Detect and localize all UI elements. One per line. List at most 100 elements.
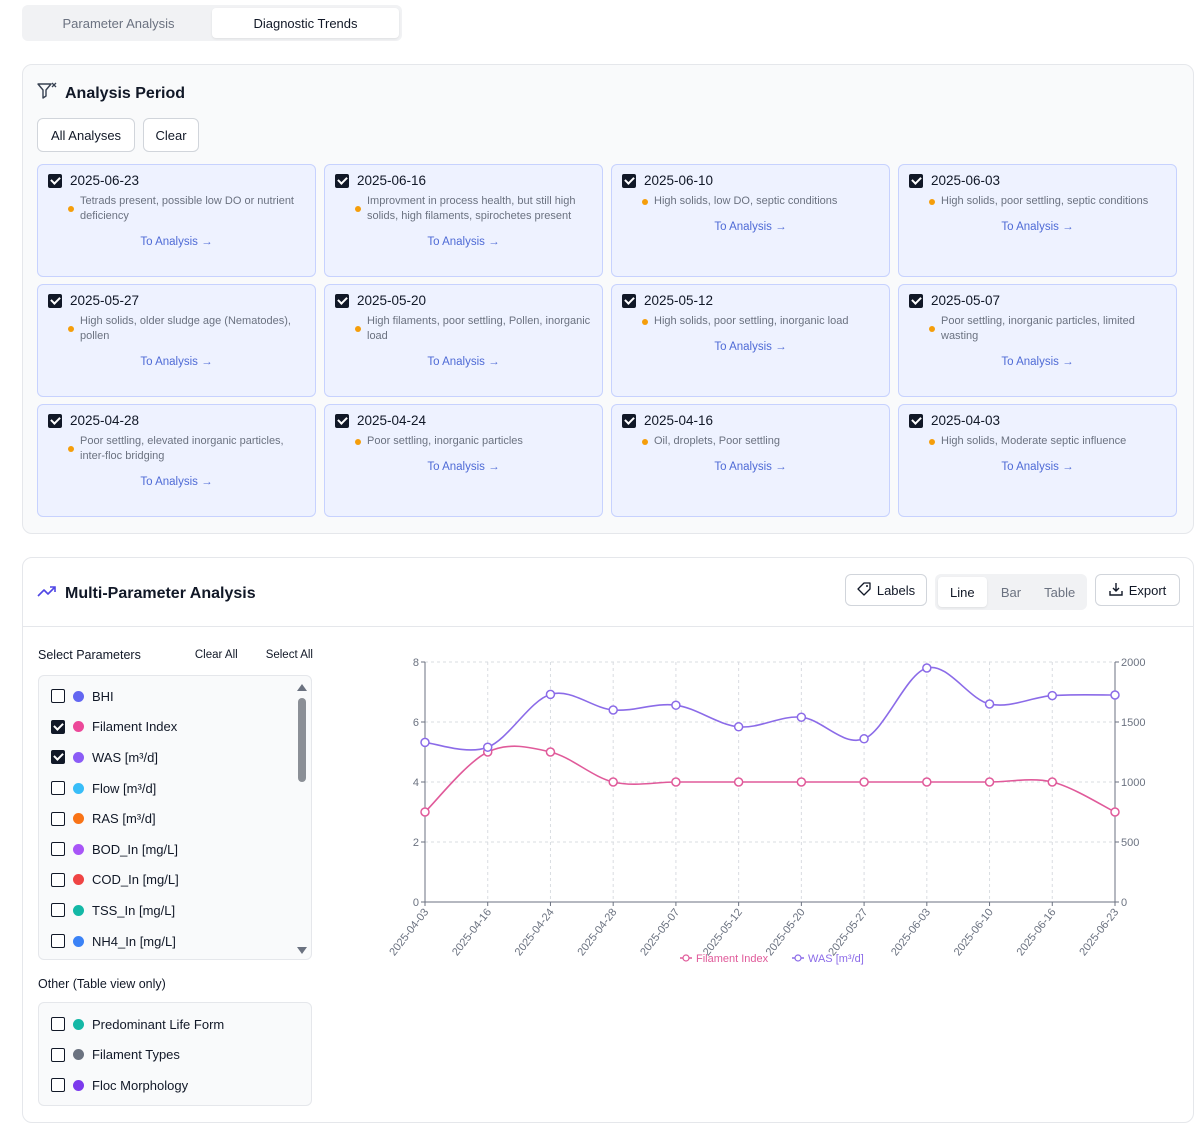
analysis-card: 2025-04-24 Poor settling, inorganic parti… xyxy=(324,404,603,517)
analysis-checkbox[interactable] xyxy=(909,293,923,308)
all-analyses-button[interactable]: All Analyses xyxy=(37,118,135,152)
parameter-row[interactable]: Flow [m³/d] xyxy=(39,773,311,804)
view-table[interactable]: Table xyxy=(1044,584,1076,600)
analysis-card-header: 2025-04-16 xyxy=(622,413,879,428)
analysis-card: 2025-04-28 Poor settling, elevated inorga… xyxy=(37,404,316,517)
data-point xyxy=(671,700,681,710)
labels-button[interactable]: Labels xyxy=(845,574,927,606)
analysis-checkbox[interactable] xyxy=(48,293,62,308)
parameter-checkbox[interactable] xyxy=(51,811,65,826)
analysis-card-header: 2025-06-16 xyxy=(335,173,592,188)
parameter-row[interactable]: WAS [m³/d] xyxy=(39,742,311,773)
analysis-note: High solids, poor settling, inorganic lo… xyxy=(622,314,879,329)
parameter-list: BHI Filament Index WAS [m³/d] Flow [m³/d] RA… xyxy=(38,675,312,960)
parameter-checkbox[interactable] xyxy=(51,1017,65,1032)
to-analysis-link[interactable]: To Analysis → xyxy=(427,356,500,368)
clear-all-button[interactable]: Clear All xyxy=(194,649,238,661)
parameter-label: BOD_In [mg/L] xyxy=(92,841,178,857)
to-analysis-link[interactable]: To Analysis → xyxy=(714,341,787,353)
parameter-label: WAS [m³/d] xyxy=(92,749,158,765)
parameter-checkbox[interactable] xyxy=(51,842,65,857)
other-parameters-title: Other (Table view only) xyxy=(38,977,166,991)
analysis-card-header: 2025-06-23 xyxy=(48,173,305,188)
legend-marker xyxy=(794,954,802,962)
data-point xyxy=(859,777,869,787)
analysis-note-text: Poor settling, elevated inorganic partic… xyxy=(80,435,284,462)
to-analysis-link[interactable]: To Analysis → xyxy=(714,461,787,473)
parameter-row[interactable]: Floc Morphology xyxy=(39,1070,311,1101)
analysis-checkbox[interactable] xyxy=(622,413,636,428)
to-analysis-link[interactable]: To Analysis → xyxy=(1001,461,1074,473)
view-bar[interactable]: Bar xyxy=(1000,584,1022,600)
scroll-up-icon[interactable] xyxy=(297,684,307,691)
to-analysis-link[interactable]: To Analysis → xyxy=(140,476,213,488)
download-icon xyxy=(1109,582,1123,599)
parameter-checkbox[interactable] xyxy=(51,872,65,887)
analysis-checkbox[interactable] xyxy=(622,293,636,308)
parameter-checkbox[interactable] xyxy=(51,903,65,918)
multi-parameter-chart: 0 2 4 6 8 0 500 1000 1500 2000 2025-04-03 2025-04-1… xyxy=(363,650,1163,980)
to-analysis-link[interactable]: To Analysis → xyxy=(1001,356,1074,368)
analysis-checkbox[interactable] xyxy=(48,173,62,188)
x-tick-label: 2025-06-10 xyxy=(952,906,996,958)
export-button[interactable]: Export xyxy=(1095,574,1180,606)
parameter-color-dot xyxy=(73,1049,84,1061)
to-analysis-link[interactable]: To Analysis → xyxy=(714,221,787,233)
analysis-note: Poor settling, elevated inorganic partic… xyxy=(48,434,305,464)
select-all-button[interactable]: Select All xyxy=(265,649,313,661)
right-tick-label: 2000 xyxy=(1121,657,1145,669)
parameter-row[interactable]: COD_In [mg/L] xyxy=(39,865,311,896)
parameter-checkbox[interactable] xyxy=(51,781,65,796)
analysis-date: 2025-05-07 xyxy=(931,293,1001,308)
analysis-checkbox[interactable] xyxy=(335,173,349,188)
analysis-checkbox[interactable] xyxy=(909,173,923,188)
status-dot-icon xyxy=(642,438,648,445)
left-tick-label: 4 xyxy=(413,777,419,789)
x-tick-label: 2025-04-24 xyxy=(513,906,557,958)
parameter-checkbox[interactable] xyxy=(51,1078,65,1093)
data-point xyxy=(1047,777,1058,787)
line-chart-svg: 0 2 4 6 8 0 500 1000 1500 2000 2025-04-03 2025-04-1… xyxy=(387,657,1145,965)
parameter-list-scrollbar[interactable] xyxy=(297,684,307,954)
analysis-date: 2025-05-27 xyxy=(70,293,140,308)
to-analysis-link[interactable]: To Analysis → xyxy=(427,461,500,473)
parameter-row[interactable]: BOD_In [mg/L] xyxy=(39,834,311,865)
tab-diagnostic-trends[interactable]: Diagnostic Trends xyxy=(212,8,399,38)
legend-marker xyxy=(682,954,690,962)
parameter-row[interactable]: TSS_In [mg/L] xyxy=(39,895,311,926)
parameter-label: RAS [m³/d] xyxy=(92,811,156,827)
analysis-checkbox[interactable] xyxy=(48,413,62,428)
analysis-date: 2025-04-16 xyxy=(644,413,714,428)
parameter-checkbox[interactable] xyxy=(51,719,65,734)
to-analysis-link[interactable]: To Analysis → xyxy=(1001,221,1074,233)
parameter-row[interactable]: Predominant Life Form xyxy=(39,1009,311,1040)
view-line[interactable]: Line xyxy=(938,577,987,607)
analysis-note: Tetrads present, possible low DO or nutr… xyxy=(48,194,305,224)
to-analysis-link[interactable]: To Analysis → xyxy=(427,236,500,248)
parameter-checkbox[interactable] xyxy=(51,934,65,949)
scroll-thumb[interactable] xyxy=(298,698,306,782)
analysis-checkbox[interactable] xyxy=(909,413,923,428)
analysis-checkbox[interactable] xyxy=(335,413,349,428)
legend-label: WAS [m³/d] xyxy=(808,953,864,965)
parameter-checkbox[interactable] xyxy=(51,689,65,704)
to-analysis-link[interactable]: To Analysis → xyxy=(140,236,213,248)
analysis-note-text: Improvment in process health, but still … xyxy=(367,195,576,222)
scroll-down-icon[interactable] xyxy=(297,947,307,954)
parameter-checkbox[interactable] xyxy=(51,750,65,765)
to-analysis-link[interactable]: To Analysis → xyxy=(140,356,213,368)
parameter-row[interactable]: BHI xyxy=(39,681,311,712)
clear-button[interactable]: Clear xyxy=(143,118,199,152)
select-parameters-header: Select Parameters Clear All Select All xyxy=(38,648,313,662)
parameter-row[interactable]: NH4_In [mg/L] xyxy=(39,926,311,957)
parameter-row[interactable]: Filament Types xyxy=(39,1040,311,1071)
parameter-row[interactable]: Filament Index xyxy=(39,712,311,743)
status-dot-icon xyxy=(355,438,361,445)
analysis-checkbox[interactable] xyxy=(622,173,636,188)
analysis-checkbox[interactable] xyxy=(335,293,349,308)
left-tick-label: 0 xyxy=(413,897,419,909)
parameter-checkbox[interactable] xyxy=(51,1047,65,1062)
tab-parameter-analysis[interactable]: Parameter Analysis xyxy=(62,15,175,31)
parameter-row[interactable]: RAS [m³/d] xyxy=(39,803,311,834)
parameter-label: NH4_In [mg/L] xyxy=(92,933,176,949)
